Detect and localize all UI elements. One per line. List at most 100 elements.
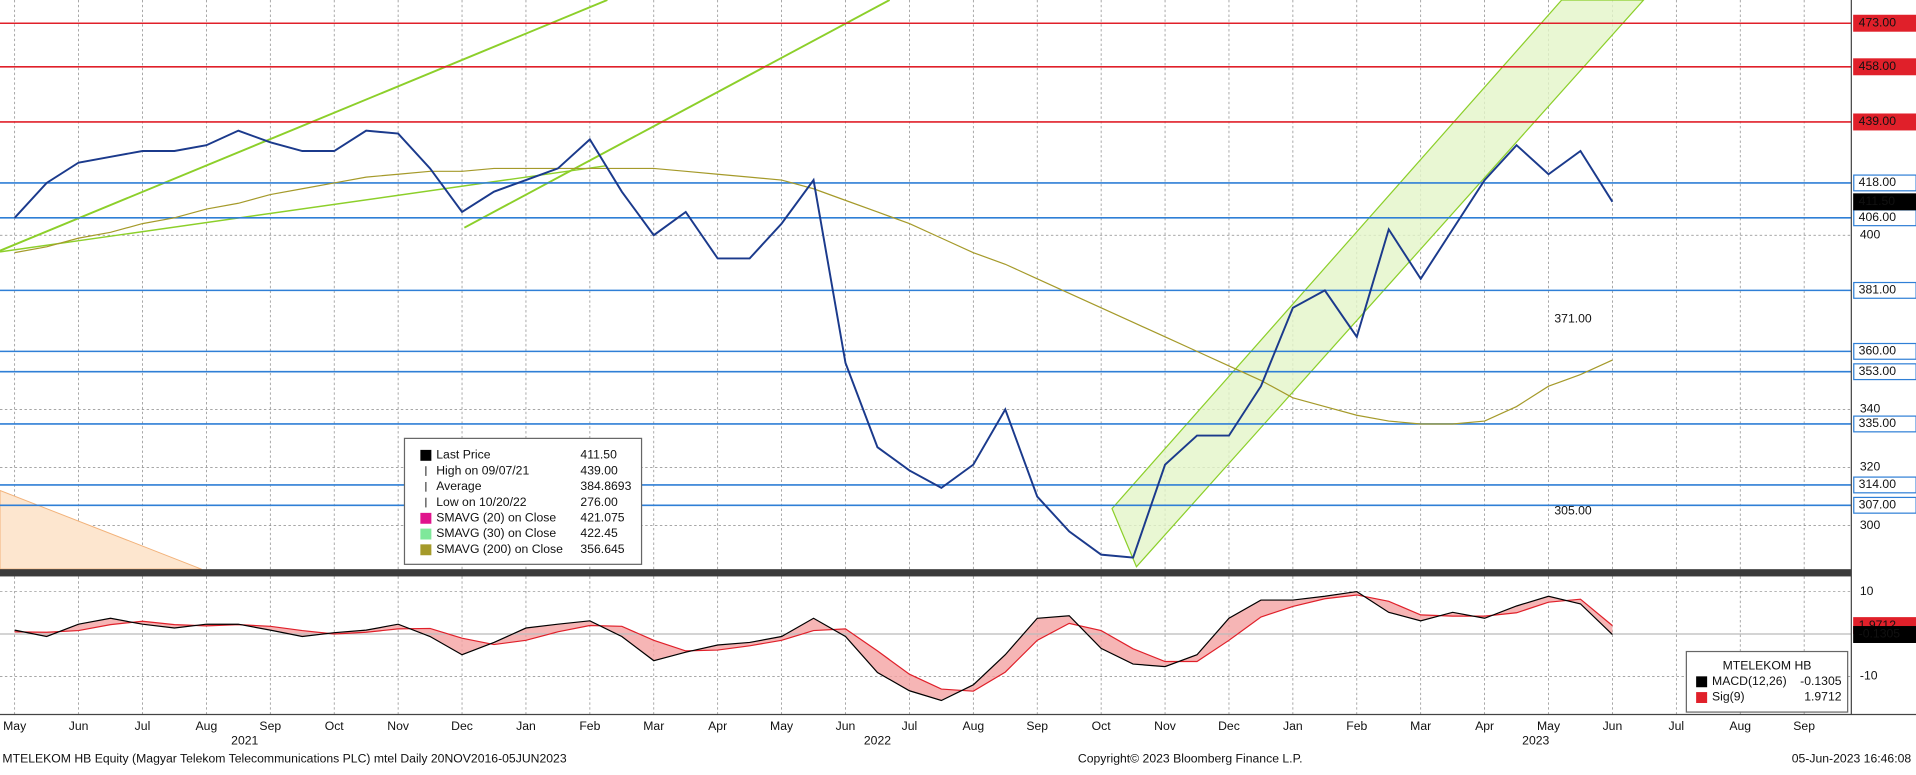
x-tick-label: Jun [69,719,89,733]
macd-line [14,590,1613,702]
legend-label: Last Price [436,448,491,462]
legend-swatch [420,528,432,540]
legend-value: 439.00 [580,463,618,477]
annotation: 305.00 [1554,503,1592,517]
x-tick-label: Sep [1026,719,1048,733]
y-tick-label: -10 [1860,669,1878,683]
legend-label: SMAVG (30) on Close [436,526,556,540]
legend-swatch [420,544,432,556]
x-tick-label: Feb [1346,719,1367,733]
axis-label: 307.00 [1859,498,1897,512]
x-tick-label: Dec [451,719,473,733]
legend-value: 421.075 [580,511,624,525]
footer-center: Copyright© 2023 Bloomberg Finance L.P. [1078,752,1303,766]
trend-channel [1111,0,1645,568]
x-tick-label: Dec [1218,719,1240,733]
x-tick-label: Nov [1154,719,1177,733]
legend-value: 276.00 [580,495,618,509]
x-tick-label: Jul [1669,719,1685,733]
legend-value: -0.1305 [1800,674,1842,688]
x-tick-label: Aug [962,719,984,733]
x-tick-label: Jul [902,719,918,733]
legend-box [1685,650,1849,713]
axis-label: 439.00 [1859,114,1897,128]
x-tick-label: Mar [643,719,664,733]
legend-value: 356.645 [580,542,624,556]
axis-label: -0.1305 [1859,627,1901,641]
legend-value: 384.8693 [580,479,631,493]
axis-label: 418.00 [1859,175,1897,189]
trend-line [0,0,608,252]
legend-swatch [1696,692,1708,703]
axis-label: 406.00 [1859,210,1897,224]
axis-label: 314.00 [1859,477,1897,491]
x-tick-label: May [3,719,27,733]
x-tick-label: Apr [708,719,727,733]
price-line [13,129,1614,559]
axis-label-box [1853,626,1916,643]
legend-title: MTELEKOM HB [1723,658,1812,672]
x-tick-label: Oct [325,719,345,733]
x-tick-label: Jan [1283,719,1303,733]
x-tick-label: May [1537,719,1561,733]
legend-label: SMAVG (20) on Close [436,511,556,525]
legend-value: 1.9712 [1804,690,1842,704]
legend-label: Average [436,479,482,493]
ma-line [14,167,1613,425]
axis-label-box [1853,496,1916,514]
axis-label-box [1853,342,1916,360]
x-year-label: 2023 [1522,733,1549,747]
trend-line [463,0,891,229]
x-tick-label: Jun [836,719,856,733]
legend-swatch [420,512,432,524]
legend-swatch [420,449,432,461]
axis-label-box [1853,14,1916,32]
plot: 371.00 305.00 [0,22,1852,702]
footer-left: MTELEKOM HB Equity (Magyar Telekom Telec… [2,752,566,766]
axis-label-box [1853,281,1916,299]
annotation: 371.00 [1554,312,1592,326]
legend-label: Sig(9) [1712,690,1745,704]
axis-label-box [1853,193,1916,211]
axis-label: 360.00 [1859,344,1897,358]
y-tick-label: 300 [1860,518,1881,532]
axis-label-box [1853,363,1916,381]
x-tick-label: Jul [135,719,151,733]
y-tick-label: 10 [1860,584,1874,598]
footer-right: 05-Jun-2023 16:46:08 [1792,752,1912,766]
legend-swatch [1696,676,1708,688]
axis-label-box [1853,113,1916,131]
x-tick-label: Jun [1603,719,1623,733]
trend-line [0,165,605,253]
x-tick-label: Aug [196,719,218,733]
legend-label: Low on 10/20/22 [436,495,527,509]
y-tick-label: 340 [1860,402,1881,416]
axis-label-box [1853,476,1916,494]
axis-label: 473.00 [1859,15,1897,29]
legend-box [403,437,643,565]
x-tick-label: Jan [516,719,536,733]
legend-label: SMAVG (200) on Close [436,542,563,556]
x-tick-label: Feb [579,719,600,733]
x-tick-label: May [770,719,794,733]
x-tick-label: Sep [1793,719,1815,733]
axis-label: 458.00 [1859,59,1897,73]
x-tick-label: Sep [259,719,281,733]
legend-label: MACD(12,26) [1712,674,1787,688]
x-year-label: 2021 [231,733,258,747]
axis-label-box [1853,58,1916,76]
axis-label: 381.00 [1859,283,1897,297]
legend: Last Price 411.50 High on 09/07/21 439.00 Av… [403,437,643,565]
x-tick-label: Mar [1410,719,1431,733]
x-tick-label: Aug [1729,719,1751,733]
macd-legend: MTELEKOM HB MACD(12,26) -0.1305 Sig(9) 1.97… [1685,650,1849,713]
y-tick-label: 320 [1860,460,1881,474]
x-tick-label: Apr [1475,719,1494,733]
signal-line [14,594,1613,692]
axis-label: 411.50 [1859,194,1896,208]
axis-label-box [1853,174,1916,192]
